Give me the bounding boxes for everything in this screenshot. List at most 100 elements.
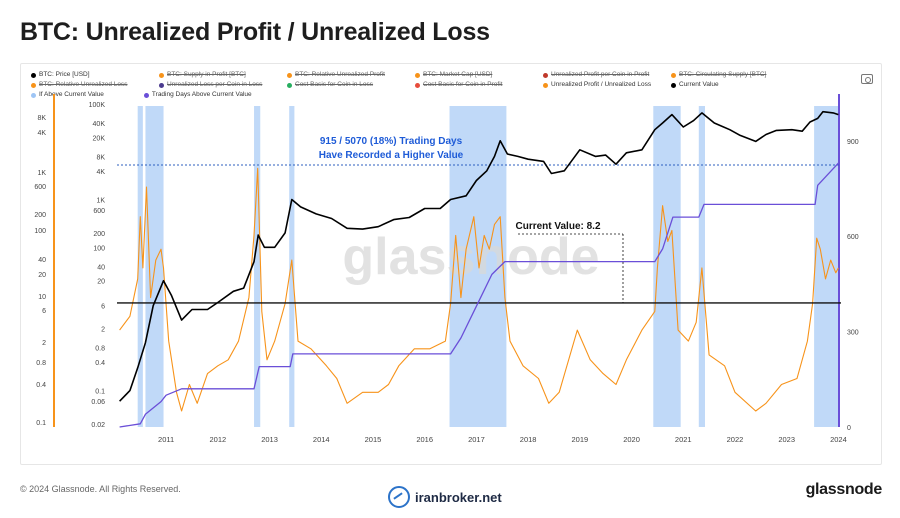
y-axis-outer-tick-label: 6 (42, 308, 46, 315)
legend-swatch-icon (671, 82, 676, 88)
copyright-text: © 2024 Glassnode. All Rights Reserved. (20, 484, 181, 494)
x-axis-tick-label: 2015 (365, 435, 382, 444)
y-axis-inner-tick-label: 1K (96, 198, 105, 205)
days-above-series-line (119, 162, 839, 428)
legend-item[interactable]: BTC: Market Cap [USD] (415, 70, 543, 80)
legend-swatch-icon (31, 92, 36, 98)
x-axis-tick-label: 2014 (313, 435, 330, 444)
legend-item[interactable]: Unrealized Profit per Coin in Profit (543, 70, 671, 80)
y-axis-outer-tick-label: 1K (37, 170, 46, 177)
y-axis-inner-tick-label: 40K (93, 121, 106, 128)
x-axis-tick-label: 2018 (520, 435, 537, 444)
legend-swatch-icon (543, 72, 548, 78)
y-axis-outer-tick-label: 0.4 (36, 382, 46, 389)
y-axis-inner-tick-label: 0.8 (95, 345, 105, 352)
highlight-band (814, 106, 839, 427)
highlight-band (449, 106, 507, 427)
y-axis-inner-tick-label: 4K (96, 169, 105, 176)
y-axis-inner-tick-label: 0.02 (91, 422, 105, 429)
y-axis-right-tick-label: 900 (847, 139, 859, 146)
legend-item[interactable]: Unrealized Profit / Unrealized Loss (543, 80, 671, 90)
y-axis-right-tick-label: 600 (847, 234, 859, 241)
source-watermark: iranbroker.net (388, 486, 502, 508)
y-axis-inner-tick-label: 100 (93, 245, 105, 252)
x-axis-tick-label: 2024 (830, 435, 847, 444)
legend-item[interactable]: BTC: Circulating Supply [BTC] (671, 70, 799, 80)
annotation-trading-days-1: 915 / 5070 (18%) Trading Days (320, 136, 463, 147)
y-axis-outer-tick-label: 0.8 (36, 360, 46, 367)
chart-panel: BTC: Price [USD] BTC: Supply in Profit [B… (20, 63, 882, 465)
legend-label: BTC: Relative Unrealized Loss (39, 81, 128, 88)
legend-label: BTC: Supply in Profit [BTC] (167, 71, 246, 78)
legend-label: Cost Basis for Coin in Profit (423, 81, 503, 88)
legend-item[interactable]: Unrealized Loss per Coin in Loss (159, 80, 287, 90)
legend-swatch-icon (287, 82, 292, 88)
legend-label: BTC: Market Cap [USD] (423, 71, 493, 78)
legend-label: BTC: Circulating Supply [BTC] (679, 71, 767, 78)
legend-label: Unrealized Loss per Coin in Loss (167, 81, 263, 88)
y-axis-outer-tick-label: 600 (34, 184, 46, 191)
legend-swatch-icon (543, 82, 548, 88)
legend-label: Unrealized Profit / Unrealized Loss (551, 81, 652, 88)
y-axis-inner-tick-label: 0.1 (95, 389, 105, 396)
y-axis-outer-tick-label: 0.1 (36, 420, 46, 427)
y-axis-right-tick-label: 300 (847, 330, 859, 337)
legend-item[interactable]: Cost Basis for Coin in Loss (287, 80, 415, 90)
legend-item[interactable]: BTC: Price [USD] (31, 70, 159, 80)
source-text: iranbroker.net (415, 489, 502, 505)
x-axis-tick-label: 2023 (778, 435, 795, 444)
highlight-band (698, 106, 705, 427)
legend-swatch-icon (159, 82, 164, 88)
page-title: BTC: Unrealized Profit / Unrealized Loss (20, 18, 490, 46)
legend-label: BTC: Relative Unrealized Profit (295, 71, 385, 78)
legend-swatch-icon (31, 72, 36, 78)
legend-item[interactable]: Trading Days Above Current Value (143, 90, 252, 100)
camera-icon[interactable] (861, 74, 873, 84)
y-axis-inner-tick-label: 600 (93, 208, 105, 215)
legend-label: Current Value (679, 81, 719, 88)
highlight-band (254, 106, 261, 427)
y-axis-outer-tick-label: 10 (38, 294, 46, 301)
legend-item[interactable]: BTC: Relative Unrealized Loss (31, 80, 159, 90)
y-axis-outer-tick-label: 200 (34, 212, 46, 219)
y-axis-outer-tick-label: 100 (34, 228, 46, 235)
legend-item[interactable]: Current Value (671, 80, 799, 90)
y-axis-inner-tick-label: 40 (97, 264, 105, 271)
y-axis-inner-tick-label: 0.06 (91, 399, 105, 406)
legend-label: If Above Current Value (39, 91, 104, 98)
y-axis-inner-tick-label: 20 (97, 279, 105, 286)
legend-item[interactable]: Cost Basis for Coin in Profit (415, 80, 543, 90)
legend-item[interactable]: BTC: Supply in Profit [BTC] (159, 70, 287, 80)
y-axis-inner-tick-label: 0.4 (95, 360, 105, 367)
legend-item[interactable]: If Above Current Value (31, 90, 104, 100)
y-axis-inner-tick-label: 2 (101, 326, 105, 333)
legend-label: BTC: Price [USD] (39, 71, 90, 78)
price-series-line (119, 110, 839, 402)
legend-swatch-icon (671, 72, 676, 78)
chart-plot: 8K4K1K600200100402010620.80.40.1100K40K2… (34, 94, 859, 444)
y-axis-outer-tick-label: 2 (42, 340, 46, 347)
x-axis-tick-label: 2013 (261, 435, 278, 444)
chart-legend: BTC: Price [USD] BTC: Supply in Profit [B… (31, 70, 861, 100)
legend-swatch-icon (143, 92, 149, 98)
x-axis-tick-label: 2021 (675, 435, 692, 444)
legend-label: Cost Basis for Coin in Loss (295, 81, 374, 88)
highlight-band (137, 106, 143, 427)
legend-swatch-icon (415, 72, 420, 78)
x-axis-tick-label: 2016 (416, 435, 433, 444)
annotation-trading-days-2: Have Recorded a Higher Value (319, 150, 464, 161)
y-axis-outer-tick-label: 20 (38, 272, 46, 279)
y-axis-inner-tick-label: 6 (101, 304, 105, 311)
y-axis-inner-tick-label: 20K (93, 135, 106, 142)
legend-swatch-icon (415, 82, 420, 88)
legend-label: Trading Days Above Current Value (151, 91, 252, 98)
x-axis-tick-label: 2011 (158, 435, 174, 444)
y-axis-inner-tick-label: 8K (96, 154, 105, 161)
watermark-text: glassnode (342, 228, 599, 286)
legend-item[interactable]: BTC: Relative Unrealized Profit (287, 70, 415, 80)
legend-swatch-icon (31, 82, 36, 88)
chart-logo-icon (388, 486, 410, 508)
legend-swatch-icon (159, 72, 164, 78)
x-axis-tick-label: 2022 (727, 435, 744, 444)
x-axis-tick-label: 2020 (623, 435, 640, 444)
